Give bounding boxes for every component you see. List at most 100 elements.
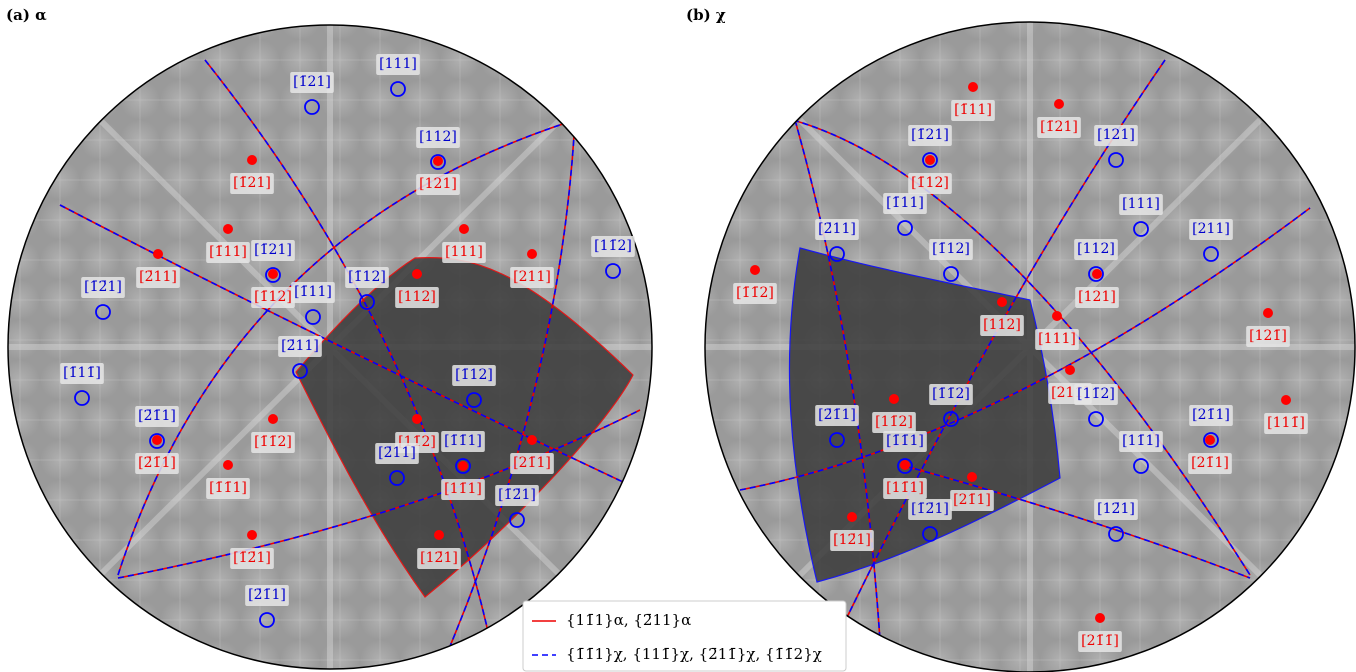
red-point [412, 414, 422, 424]
red-point [997, 297, 1007, 307]
marker-label: [2̄1̄1] [138, 408, 176, 424]
red-point [223, 460, 233, 470]
marker-label: [11̄1] [444, 481, 482, 497]
red-point [889, 394, 899, 404]
marker-label: [1̄1̄2] [254, 434, 292, 450]
red-point [268, 414, 278, 424]
red-point [527, 249, 537, 259]
red-point [459, 224, 469, 234]
red-point [1065, 365, 1075, 375]
marker-label: [12̄1] [1097, 501, 1135, 517]
marker-label: [2̄11] [139, 269, 177, 285]
marker-label: [1̄12] [455, 367, 493, 383]
marker-label: [11̄2] [875, 414, 913, 430]
marker-label: [211] [513, 269, 551, 285]
marker-label: [12̄1] [420, 550, 458, 566]
marker-label: [21̄1] [1191, 455, 1229, 471]
red-point [1205, 435, 1215, 445]
marker-label: [111] [1122, 196, 1160, 212]
marker-label: [21̄1̄] [1081, 633, 1119, 649]
marker-label: [112] [983, 317, 1021, 333]
marker-label: [21̄1] [953, 492, 991, 508]
red-point [247, 155, 257, 165]
marker-label: [1̄12] [932, 241, 970, 257]
marker-label: [1̄1̄1] [886, 433, 924, 449]
figure: (a) α (b) χ [0, 0, 1356, 672]
marker-label: [112] [398, 289, 436, 305]
marker-label: [2̄1̄1] [138, 455, 176, 471]
marker-label: [12̄1] [833, 532, 871, 548]
marker-label: [1̄2̄1] [911, 501, 949, 517]
panel-title: (b) χ [686, 6, 726, 24]
marker-label: [11̄2] [594, 238, 632, 254]
marker-label: [11̄2] [1077, 386, 1115, 402]
red-point [847, 512, 857, 522]
red-point [433, 156, 443, 166]
red-point [152, 435, 162, 445]
marker-label: [1̄12] [911, 175, 949, 191]
marker-label: [1̄11] [209, 244, 247, 260]
legend-label: {1̄1̄1}χ, {111̄}χ, {2̄11̄}χ, {1̄1̄2}χ [566, 645, 822, 663]
red-point [1281, 395, 1291, 405]
marker-label: [2̄1̄1] [818, 407, 856, 423]
red-point [750, 265, 760, 275]
red-point [968, 82, 978, 92]
marker-label: [1̄11] [954, 102, 992, 118]
marker-label: [1̄1̄1] [209, 480, 247, 496]
marker-label: [111̄] [1267, 415, 1305, 431]
pattern-a [8, 25, 652, 670]
marker-label: [121̄] [1249, 328, 1287, 344]
red-point [412, 269, 422, 279]
marker-label: [211] [1192, 221, 1230, 237]
marker-label: [111] [445, 244, 483, 260]
marker-label: [111] [1038, 331, 1076, 347]
marker-label: [1̄2̄1] [498, 487, 536, 503]
red-point [223, 224, 233, 234]
marker-label: [11̄1] [1122, 433, 1160, 449]
marker-label: [121] [1097, 127, 1135, 143]
marker-label: [1̄1̄2] [932, 386, 970, 402]
marker-label: [1̄1̄1] [444, 433, 482, 449]
red-point [268, 269, 278, 279]
legend-label: {11̄1}α, {2̄11}α [566, 611, 691, 629]
red-point [1263, 308, 1273, 318]
marker-label: [1̄21] [1040, 119, 1078, 135]
marker-label: [1̄21] [254, 242, 292, 258]
red-point [1092, 269, 1102, 279]
marker-label: [1̄11] [886, 195, 924, 211]
marker-label: [1̄12] [254, 289, 292, 305]
legend: {11̄1}α, {2̄11}α {1̄1̄1}χ, {111̄}χ, {2̄1… [523, 601, 846, 671]
marker-label: [1̄2̄1] [84, 279, 122, 295]
marker-label: [1̄21] [293, 74, 331, 90]
marker-label: [1̄11] [294, 284, 332, 300]
marker-label: [11̄1] [886, 480, 924, 496]
red-point [1095, 613, 1105, 623]
marker-label: [1̄21] [233, 175, 271, 191]
red-point [458, 461, 468, 471]
red-point [1054, 99, 1064, 109]
red-point [925, 155, 935, 165]
marker-label: [21̄1] [1192, 407, 1230, 423]
marker-label: [112] [419, 129, 457, 145]
marker-label: [1̄11̄] [63, 365, 101, 381]
marker-label: [2̄11] [281, 338, 319, 354]
red-point [967, 472, 977, 482]
marker-label: [2̄11] [818, 221, 856, 237]
red-point [434, 530, 444, 540]
marker-label: [1̄12] [348, 269, 386, 285]
marker-label: [1̄2̄1] [233, 550, 271, 566]
marker-label: [2̄11] [378, 445, 416, 461]
marker-label: [121] [419, 176, 457, 192]
marker-label: [112] [1077, 241, 1115, 257]
panel-title: (a) α [6, 6, 47, 24]
red-point [900, 460, 910, 470]
marker-label: [21̄1] [513, 455, 551, 471]
marker-label: [1̄1̄2] [736, 285, 774, 301]
marker-label: [121] [1078, 289, 1116, 305]
red-point [527, 435, 537, 445]
marker-label: [111] [379, 56, 417, 72]
red-point [1052, 311, 1062, 321]
red-point [247, 530, 257, 540]
red-point [153, 249, 163, 259]
marker-label: [2̄1̄1] [248, 587, 286, 603]
